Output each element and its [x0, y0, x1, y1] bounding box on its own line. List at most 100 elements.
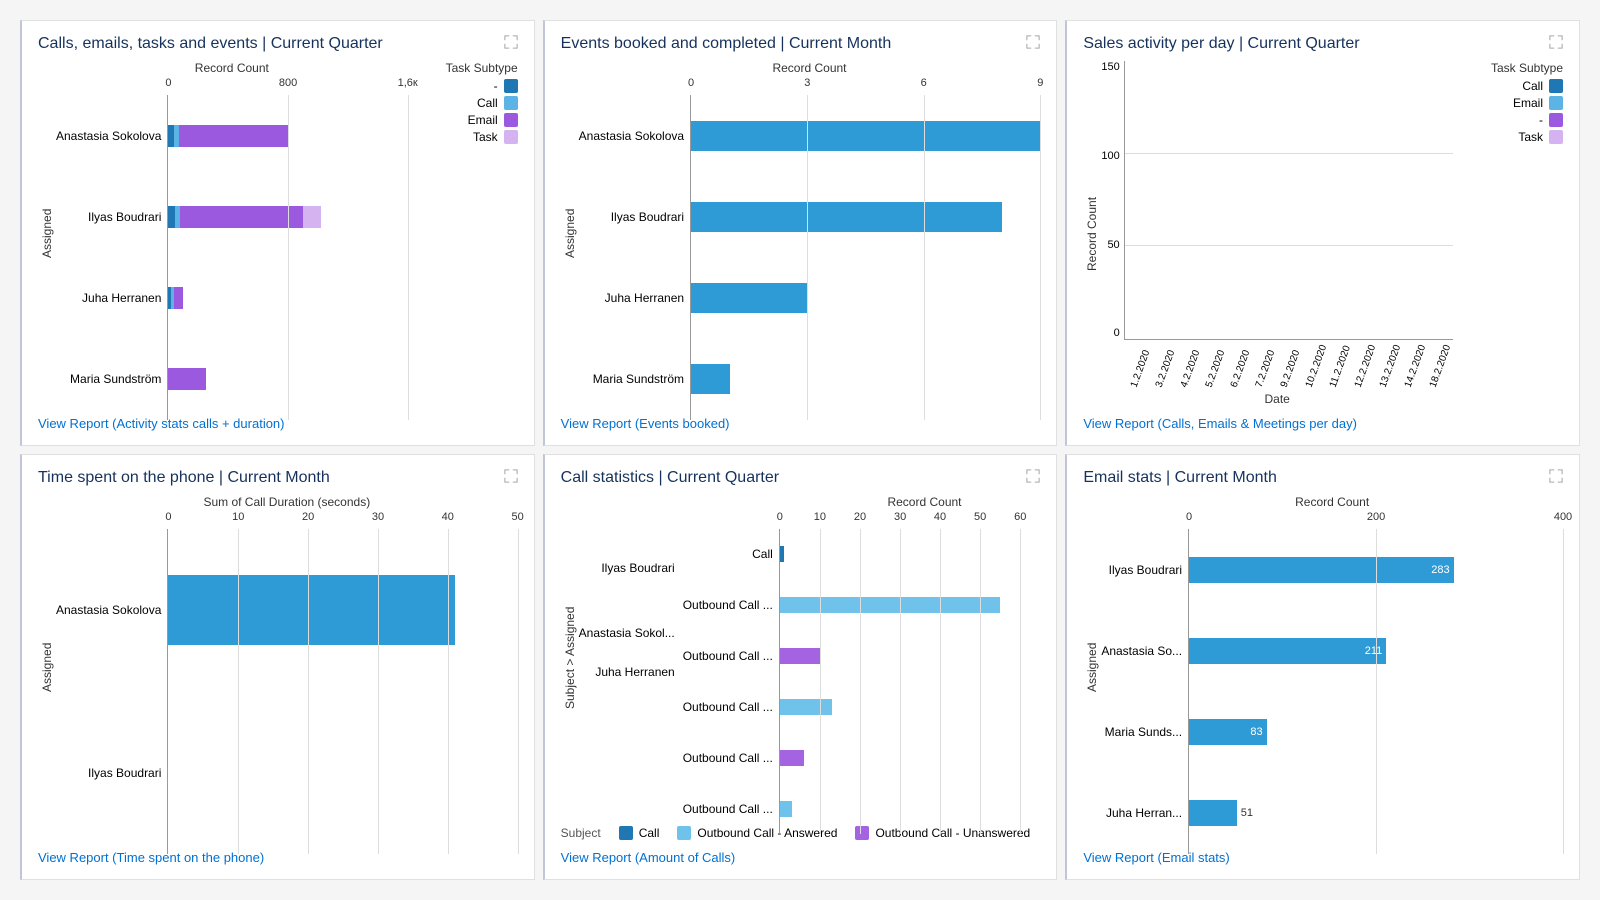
expand-icon[interactable]: [504, 469, 518, 483]
x-axis-title: Record Count: [1101, 495, 1563, 509]
category-label: Ilyas Boudrari: [56, 766, 161, 780]
axis-tick: 400: [1554, 511, 1572, 523]
category-label: Ilyas Boudrari: [579, 210, 684, 224]
legend-item[interactable]: Email: [1463, 96, 1563, 110]
axis-tick: 0: [688, 77, 694, 89]
bar-row[interactable]: [691, 283, 1040, 313]
axis-tick: 9: [1037, 77, 1043, 89]
category-label: Ilyas Boudrari: [56, 210, 161, 224]
expand-icon[interactable]: [1549, 35, 1563, 49]
group-label: Anastasia Sokol...: [579, 607, 675, 659]
expand-icon[interactable]: [1549, 469, 1563, 483]
legend-item[interactable]: Email: [418, 113, 518, 127]
axis-tick: 200: [1367, 511, 1385, 523]
category-label: Maria Sunds...: [1101, 725, 1182, 739]
category-label: Outbound Call ...: [683, 745, 773, 771]
axis-tick: 12.2.2020: [1353, 343, 1379, 389]
category-label: Maria Sundström: [579, 372, 684, 386]
x-axis-title: Date: [1101, 392, 1453, 406]
legend-item[interactable]: Task: [1463, 130, 1563, 144]
bar-row[interactable]: [691, 364, 1040, 394]
axis-tick: 10: [232, 511, 244, 523]
axis-tick: 0: [777, 511, 783, 523]
panel-calls-emails-tasks: Calls, emails, tasks and events | Curren…: [20, 20, 535, 446]
bar-row[interactable]: [168, 575, 517, 645]
axis-tick: 4.2.2020: [1179, 343, 1205, 389]
x-axis-title: Record Count: [579, 61, 1041, 75]
axis-tick: 100: [1101, 150, 1119, 162]
axis-tick: 18.2.2020: [1428, 343, 1454, 389]
axis-tick: 7.2.2020: [1253, 343, 1279, 389]
view-report-link[interactable]: View Report (Calls, Emails & Meetings pe…: [1083, 416, 1563, 431]
axis-tick: 30: [894, 511, 906, 523]
bar-row[interactable]: [780, 648, 1041, 664]
legend-title: Task Subtype: [418, 61, 518, 75]
axis-tick: 30: [372, 511, 384, 523]
category-label: Juha Herranen: [56, 291, 161, 305]
category-label: Juha Herranen: [579, 291, 684, 305]
panel-title: Sales activity per day | Current Quarter: [1083, 35, 1359, 53]
axis-tick: 50: [1101, 239, 1119, 251]
legend-item[interactable]: Task: [418, 130, 518, 144]
bar-row[interactable]: [780, 699, 1041, 715]
legend-item[interactable]: -: [418, 79, 518, 93]
panel-title: Events booked and completed | Current Mo…: [561, 35, 892, 53]
category-label: Anastasia Sokolova: [579, 129, 684, 143]
x-axis-title: Record Count: [579, 495, 1041, 509]
axis-tick: 1.2.2020: [1129, 343, 1155, 389]
y-axis-title: Record Count: [1083, 61, 1101, 406]
dashboard-grid: Calls, emails, tasks and events | Curren…: [0, 0, 1600, 900]
axis-tick: 0: [165, 77, 171, 89]
group-label: Ilyas Boudrari: [579, 529, 675, 607]
legend-title: Task Subtype: [1463, 61, 1563, 75]
category-label: Juha Herran...: [1101, 806, 1182, 820]
bar-row[interactable]: [780, 750, 1041, 766]
panel-title: Calls, emails, tasks and events | Curren…: [38, 35, 383, 53]
bar-row[interactable]: [780, 801, 1041, 817]
y-axis-title: Assigned: [38, 61, 56, 406]
axis-tick: 40: [442, 511, 454, 523]
axis-tick: 50: [512, 511, 524, 523]
panel-events-booked: Events booked and completed | Current Mo…: [543, 20, 1058, 446]
category-label: Outbound Call ...: [683, 643, 773, 669]
panel-title: Call statistics | Current Quarter: [561, 469, 779, 487]
category-label: Call: [683, 541, 773, 567]
y-axis-title: Assigned: [561, 61, 579, 406]
axis-tick: 6.2.2020: [1229, 343, 1255, 389]
axis-tick: 0: [1101, 327, 1119, 339]
axis-tick: 50: [974, 511, 986, 523]
axis-tick: 1,6к: [398, 77, 418, 89]
y-axis-title: Subject > Assigned: [561, 495, 579, 820]
axis-tick: 11.2.2020: [1328, 343, 1354, 389]
bar-row[interactable]: [780, 546, 1041, 562]
axis-tick: 9.2.2020: [1278, 343, 1304, 389]
category-label: Anastasia Sokolova: [56, 603, 161, 617]
axis-tick: 10.2.2020: [1303, 343, 1329, 389]
axis-tick: 3: [804, 77, 810, 89]
category-label: Anastasia So...: [1101, 644, 1182, 658]
view-report-link[interactable]: View Report (Amount of Calls): [561, 850, 1041, 865]
axis-tick: 40: [934, 511, 946, 523]
panel-time-phone: Time spent on the phone | Current Month …: [20, 454, 535, 880]
category-label: Outbound Call ...: [683, 694, 773, 720]
bar-row[interactable]: [168, 738, 517, 808]
expand-icon[interactable]: [1026, 469, 1040, 483]
bar-row[interactable]: [691, 121, 1040, 151]
category-label: Outbound Call ...: [683, 592, 773, 618]
axis-tick: 150: [1101, 61, 1119, 73]
x-axis-title: Record Count: [56, 61, 408, 75]
group-label: Juha Herranen: [579, 659, 675, 685]
bar-row[interactable]: [691, 202, 1040, 232]
x-axis-title: Sum of Call Duration (seconds): [56, 495, 518, 509]
legend-item[interactable]: -: [1463, 113, 1563, 127]
expand-icon[interactable]: [1026, 35, 1040, 49]
bar-row[interactable]: [780, 597, 1041, 613]
legend-item[interactable]: Call: [418, 96, 518, 110]
panel-sales-activity: Sales activity per day | Current Quarter…: [1065, 20, 1580, 446]
expand-icon[interactable]: [504, 35, 518, 49]
legend-item[interactable]: Call: [1463, 79, 1563, 93]
category-label: Outbound Call ...: [683, 796, 773, 822]
axis-tick: 0: [165, 511, 171, 523]
axis-tick: 800: [279, 77, 297, 89]
axis-tick: 0: [1186, 511, 1192, 523]
